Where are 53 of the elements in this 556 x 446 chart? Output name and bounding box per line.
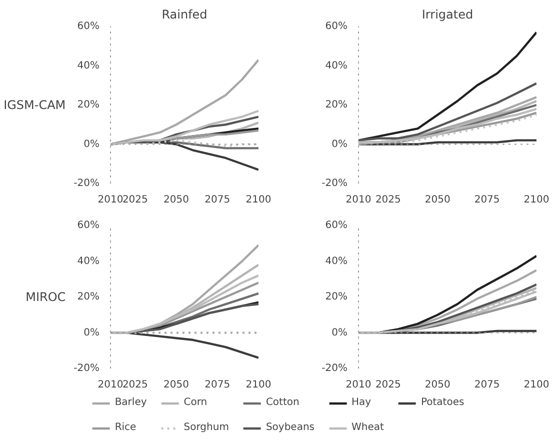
x-tick-label: 2025: [375, 194, 401, 206]
x-tick-label: 2050: [164, 194, 190, 206]
legend-label: Hay: [352, 397, 372, 408]
y-tick-label: 60%: [325, 21, 348, 32]
y-axis-title: MIROC: [26, 290, 66, 304]
legend-label: Corn: [184, 397, 208, 408]
y-tick-label: -20%: [322, 363, 348, 374]
x-tick-label: 2010: [98, 194, 124, 206]
x-tick-label: 2100: [246, 194, 272, 206]
legend-label: Barley: [114, 397, 147, 408]
y-tick-label: 0%: [332, 138, 348, 150]
y-tick-label: -20%: [74, 178, 100, 189]
x-tick-label: 2050: [424, 380, 450, 390]
y-tick-label: 20%: [77, 292, 100, 302]
legend-label: Rice: [114, 422, 136, 433]
legend-label: Potatoes: [420, 397, 464, 408]
x-tick-label: 2100: [524, 194, 550, 206]
y-tick-label: 20%: [325, 100, 348, 110]
x-tick-label: 2010: [346, 380, 372, 390]
x-tick-label: 2075: [474, 194, 500, 206]
chart-title: Rainfed: [162, 8, 208, 22]
y-tick-label: 0%: [332, 327, 348, 338]
y-tick-label: 60%: [77, 220, 100, 231]
legend-label: Wheat: [352, 422, 384, 433]
y-tick-label: 0%: [84, 138, 100, 150]
x-tick-label: 2010: [346, 194, 372, 206]
y-axis-title: IGSM-CAM: [4, 98, 66, 112]
x-tick-label: 2100: [524, 380, 550, 390]
x-tick-label: 2025: [375, 380, 401, 390]
y-tick-label: 20%: [77, 100, 100, 110]
x-tick-label: 2075: [204, 194, 230, 206]
x-tick-label: 2050: [164, 380, 190, 390]
x-tick-label: 2025: [122, 194, 148, 206]
x-tick-label: 2025: [122, 380, 148, 390]
y-tick-label: 60%: [77, 21, 100, 32]
y-tick-label: 0%: [84, 327, 100, 338]
legend-label: Sorghum: [184, 422, 229, 433]
y-tick-label: 40%: [325, 60, 348, 72]
x-tick-label: 2010: [98, 380, 124, 390]
legend-label: Cotton: [266, 397, 300, 408]
y-tick-label: -20%: [322, 178, 348, 189]
y-tick-label: 20%: [325, 292, 348, 302]
x-tick-label: 2100: [246, 380, 272, 390]
y-tick-label: -20%: [74, 363, 100, 374]
x-tick-label: 2050: [424, 194, 450, 206]
y-tick-label: 40%: [77, 60, 100, 72]
chart-title: Irrigated: [422, 8, 474, 22]
y-tick-label: 40%: [77, 256, 100, 267]
y-tick-label: 60%: [325, 220, 348, 231]
x-tick-label: 2075: [474, 380, 500, 390]
y-tick-label: 40%: [325, 256, 348, 267]
x-tick-label: 2075: [204, 380, 230, 390]
legend-label: Soybeans: [266, 422, 314, 433]
